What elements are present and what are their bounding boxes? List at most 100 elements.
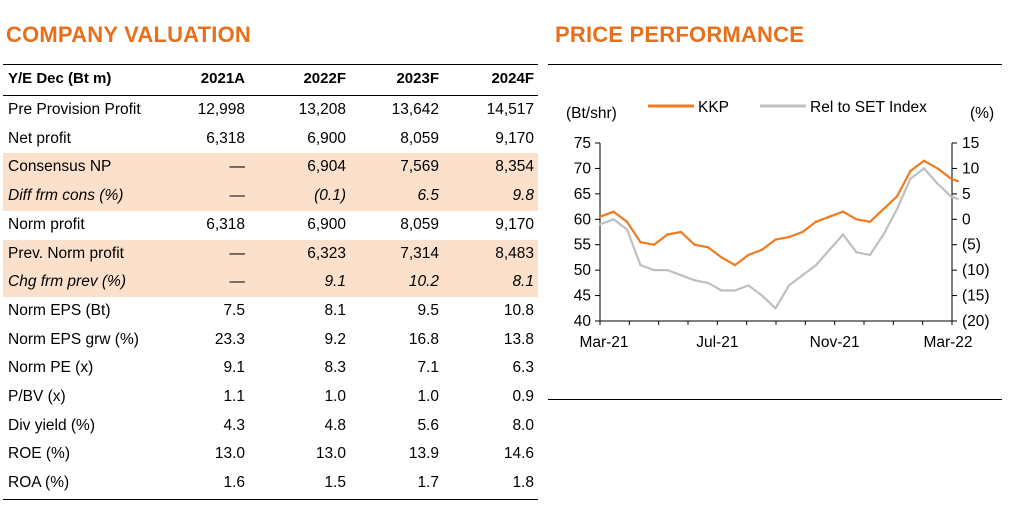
right-tick-label: 5 <box>962 186 971 203</box>
row-value: 10.8 <box>503 301 534 319</box>
row-label: Diff frm cons (%) <box>8 187 124 205</box>
table-row: Diff frm cons (%) — (0.1) 6.5 9.8 <box>3 182 538 211</box>
rel-set-point <box>720 289 723 292</box>
row-value: 8.0 <box>512 416 534 434</box>
row-value: 6,904 <box>307 158 346 176</box>
kkp-point <box>652 243 656 246</box>
row-value: 9,170 <box>495 129 534 147</box>
kkp-point <box>828 215 831 218</box>
rel-set-point <box>706 281 710 285</box>
row-value: 9.8 <box>512 187 534 205</box>
table-row: Div yield (%) 4.3 4.8 5.6 8.0 <box>3 412 538 441</box>
rel-set-point <box>801 274 804 277</box>
kkp-point <box>841 210 845 213</box>
table-header-row: Y/E Dec (Bt m) 2021A 2022F 2023F 2024F <box>3 65 538 94</box>
kkp-point <box>787 235 791 239</box>
row-value: 6,900 <box>307 215 346 233</box>
row-value: 9.1 <box>223 359 245 377</box>
price-chart: 75 70 65 60 55 50 45 40 15 10 5 0 (5) (10) (15) (20) Mar… <box>548 64 1024 400</box>
table-row: Chg frm prev (%) — 9.1 10.2 8.1 <box>3 268 538 297</box>
right-tick-label: 0 <box>962 211 971 228</box>
left-tick-label: 50 <box>574 262 592 279</box>
left-tick-label: 65 <box>574 186 591 203</box>
row-value: — <box>229 273 246 291</box>
row-value: 1.0 <box>417 388 439 405</box>
row-value: (0.1) <box>314 187 346 205</box>
kkp-point <box>706 246 710 249</box>
row-label: Div yield (%) <box>8 416 95 434</box>
rel-set-point <box>625 228 629 231</box>
row-value: 0.9 <box>512 388 534 405</box>
rel-set-point <box>747 284 750 287</box>
table-row: ROE (%) 13.0 13.0 13.9 14.6 <box>3 440 538 469</box>
rel-set-point <box>612 218 615 221</box>
x-tick-label: Jul-21 <box>696 334 738 351</box>
row-value: 13,208 <box>298 101 346 118</box>
table-row: ROA (%) 1.6 1.5 1.7 1.8 <box>3 469 538 498</box>
row-value: 12,998 <box>197 101 245 118</box>
left-tick-label: 60 <box>574 211 592 228</box>
rel-set-point <box>666 268 669 272</box>
x-tick-label: Nov-21 <box>810 334 860 351</box>
kkp-point <box>936 167 939 170</box>
row-value: 8.1 <box>512 273 534 291</box>
left-tick-label: 55 <box>574 237 591 254</box>
table-row: Net profit 6,318 6,900 8,059 9,170 <box>3 125 538 154</box>
table-row: P/BV (x) 1.1 1.0 1.0 0.9 <box>3 383 538 412</box>
kkp-point <box>909 169 912 173</box>
kkp-point <box>922 159 926 162</box>
right-axis-unit-label: (%) <box>970 105 994 122</box>
row-value: 7.1 <box>417 359 439 377</box>
right-tick-label: 10 <box>962 160 980 177</box>
row-label: Net profit <box>8 129 71 147</box>
kkp-point <box>868 220 872 223</box>
rel-set-point <box>814 263 818 267</box>
row-label: Prev. Norm profit <box>8 244 124 262</box>
rel-set-point <box>639 263 642 267</box>
row-value: 8,059 <box>400 129 439 147</box>
row-label: ROE (%) <box>8 445 70 463</box>
row-value: 1.5 <box>324 474 346 492</box>
table-header-rule <box>3 95 538 96</box>
rel-set-point <box>936 182 939 185</box>
row-value: 1.7 <box>417 474 439 492</box>
kkp-point <box>949 177 953 180</box>
rel-set-point <box>828 248 831 251</box>
company-valuation-title: COMPANY VALUATION <box>6 22 251 47</box>
kkp-point <box>774 238 777 241</box>
rel-set-point <box>787 284 791 287</box>
rel-set-point <box>679 274 683 277</box>
row-value: 7,569 <box>400 158 439 176</box>
row-value: — <box>229 187 246 205</box>
row-value: 1.6 <box>223 474 245 492</box>
row-label: ROA (%) <box>8 474 70 492</box>
row-value: 6,318 <box>206 215 245 233</box>
right-tick-label: (15) <box>962 288 990 305</box>
row-label: Chg frm prev (%) <box>8 273 126 291</box>
row-value: 9.5 <box>417 301 439 319</box>
row-value: 8,354 <box>495 158 534 176</box>
header-year: 2024F <box>491 70 534 87</box>
row-value: 4.3 <box>223 416 245 434</box>
row-value: 1.0 <box>324 388 346 405</box>
kkp-point <box>760 248 764 251</box>
row-value: 14.6 <box>503 445 534 463</box>
row-value: 8.3 <box>324 359 346 377</box>
left-tick-label: 75 <box>574 135 591 152</box>
rel-set-point <box>693 279 696 282</box>
table-row: Norm EPS (Bt) 7.5 8.1 9.5 10.8 <box>3 297 538 326</box>
table-bottom-rule <box>3 498 538 500</box>
row-value: 5.6 <box>417 416 439 434</box>
row-value: 13,642 <box>391 101 439 118</box>
right-tick-label: (20) <box>962 313 990 330</box>
row-value: 13.0 <box>315 445 346 463</box>
kkp-point <box>895 195 899 198</box>
rel-set-point <box>855 251 858 254</box>
left-tick-label: 70 <box>574 160 592 177</box>
row-value: 8,059 <box>400 215 439 233</box>
rel-set-point <box>841 233 845 236</box>
legend-label-rel-set: Rel to SET Index <box>810 99 927 116</box>
kkp-point <box>720 256 723 259</box>
row-value: 13.0 <box>214 445 245 463</box>
kkp-point <box>882 207 885 211</box>
